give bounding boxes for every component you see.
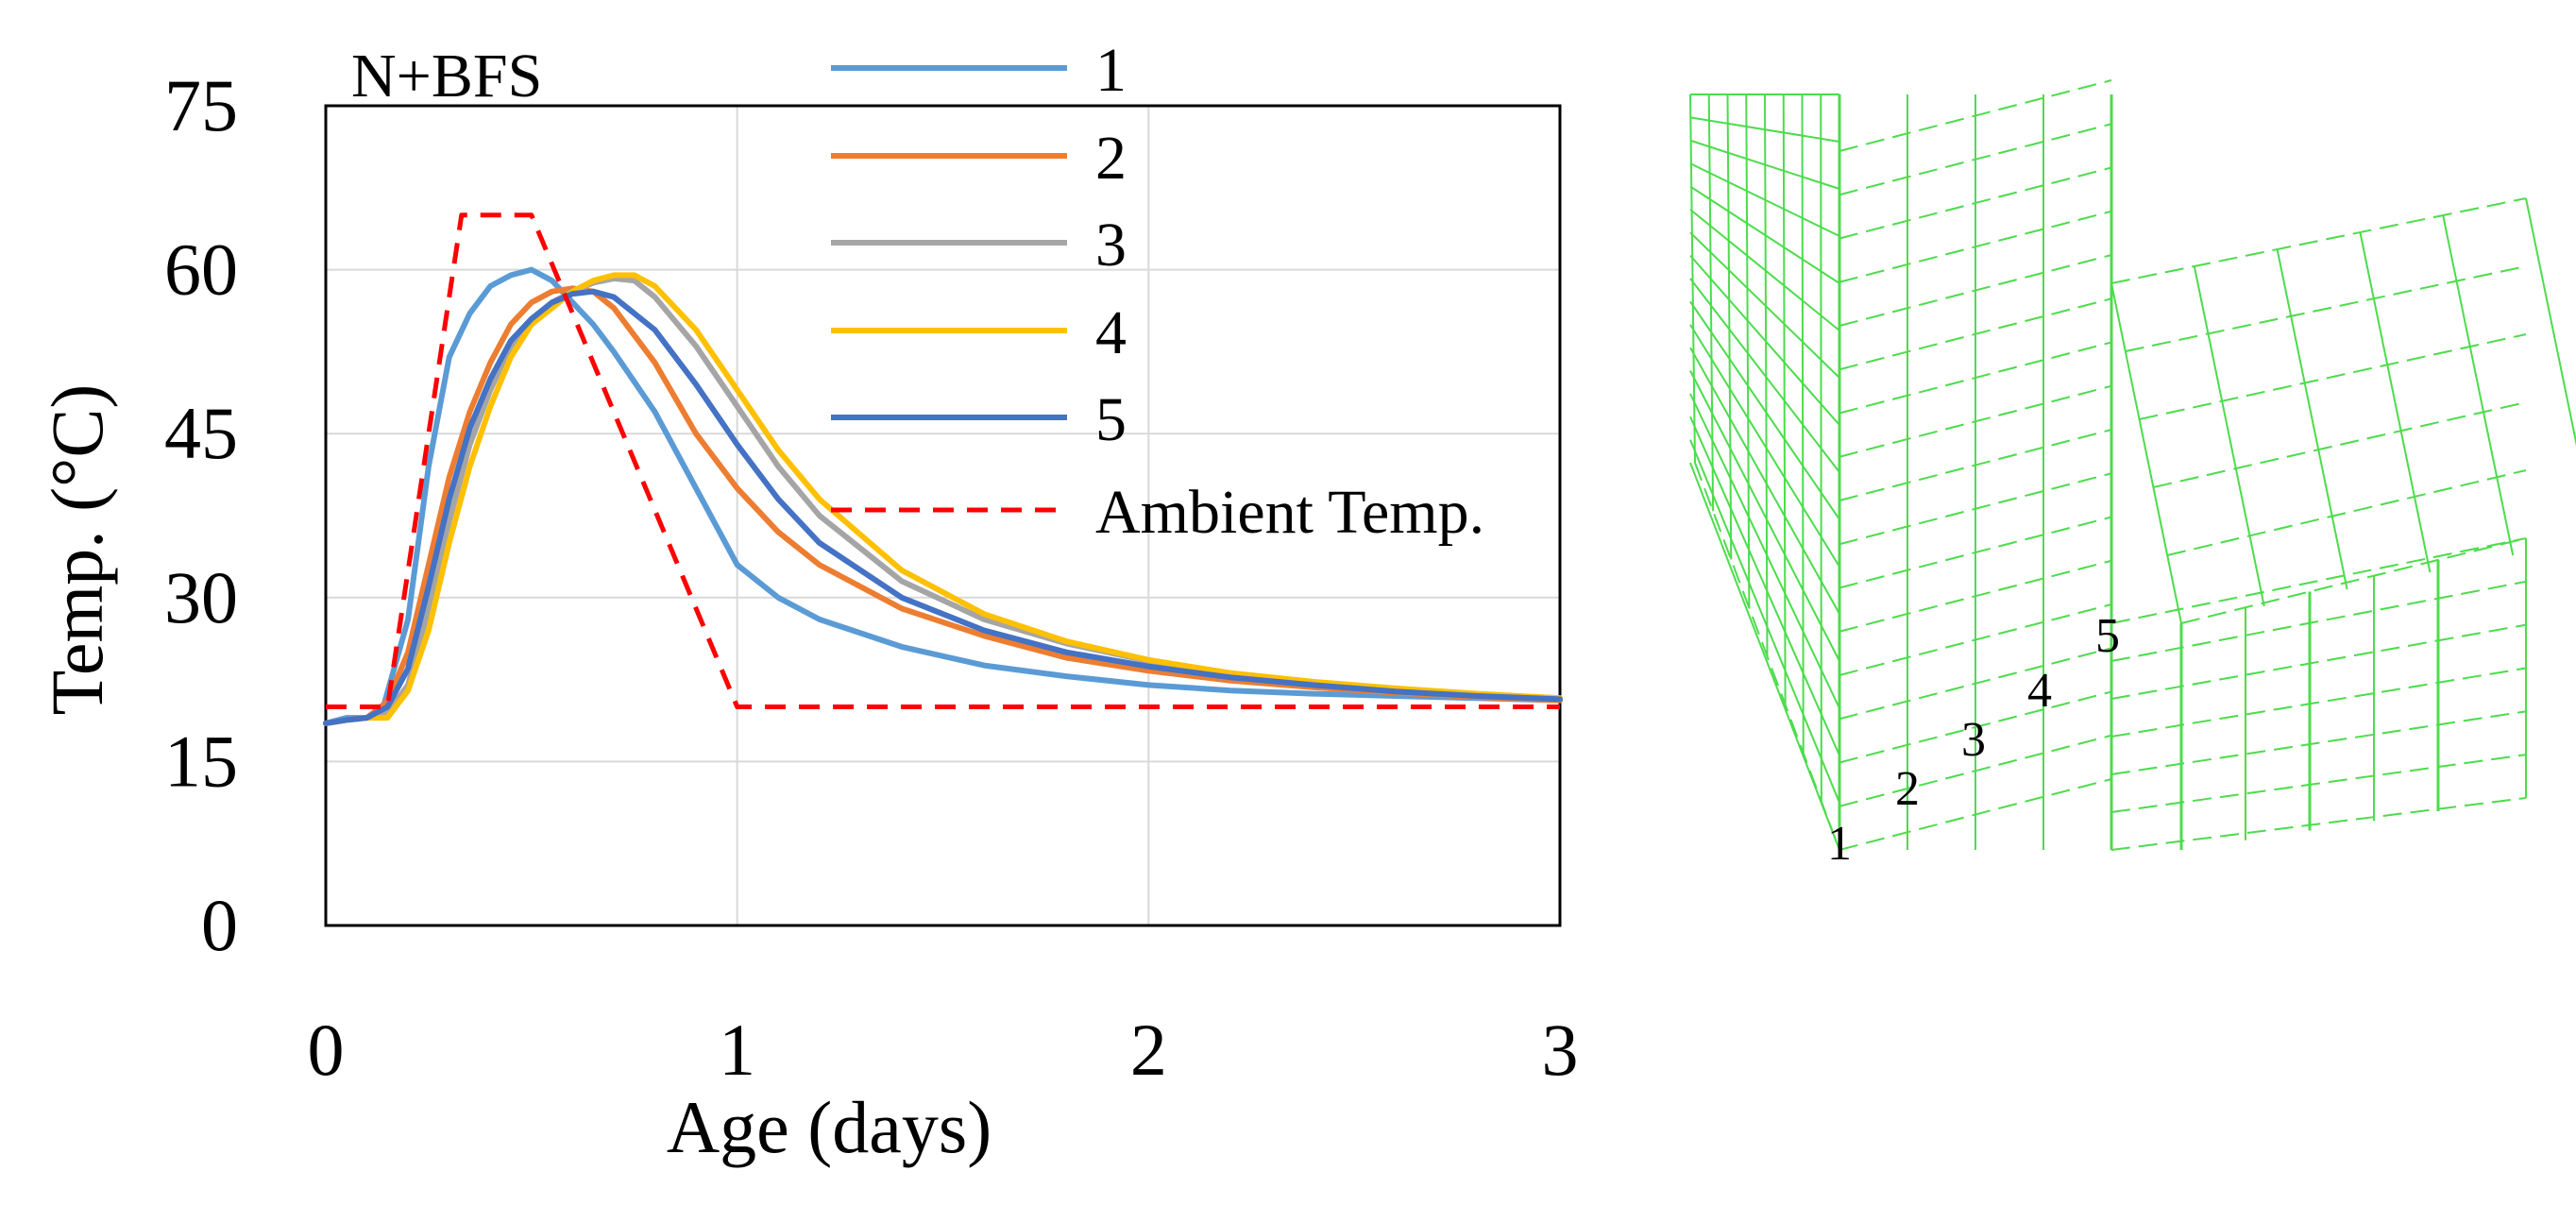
mesh-line-37 xyxy=(1839,297,2112,371)
mesh-line-60 xyxy=(2180,537,2527,624)
mesh-line-67 xyxy=(2110,537,2527,624)
mesh-line-71 xyxy=(2110,710,2527,775)
series-line-2 xyxy=(323,285,1563,726)
series-line-5 xyxy=(323,288,1563,726)
mesh-line-23 xyxy=(1689,416,1840,756)
y-tick-label-1: 15 xyxy=(164,720,238,802)
x-tick-label-3: 3 xyxy=(1542,1009,1579,1091)
mesh-node-label-2: 2 xyxy=(1895,762,1920,816)
mesh-line-46 xyxy=(1839,690,2112,764)
series-line-1 xyxy=(323,266,1563,726)
mesh-lines xyxy=(1689,79,2576,851)
mesh-line-36 xyxy=(1839,254,2112,327)
mesh-line-56 xyxy=(2125,265,2527,352)
mesh-line-54 xyxy=(2442,214,2515,556)
mesh-line-2 xyxy=(1726,93,1733,560)
x-tick-label-0: 0 xyxy=(308,1009,345,1091)
y-tick-label-4: 60 xyxy=(164,229,238,311)
mesh-line-13 xyxy=(1689,185,1840,284)
mesh-line-25 xyxy=(1689,462,1840,851)
mesh-line-50 xyxy=(2110,282,2182,624)
mesh-line-59 xyxy=(2166,469,2527,556)
mesh-line-17 xyxy=(1689,278,1840,473)
mesh-line-45 xyxy=(1839,647,2112,721)
mesh-line-33 xyxy=(1839,123,2112,196)
mesh-line-15 xyxy=(1689,231,1840,379)
mesh-line-41 xyxy=(1839,472,2112,546)
mesh-line-12 xyxy=(1689,162,1840,237)
legend-label-4: 4 xyxy=(1095,298,1127,367)
mesh-line-3 xyxy=(1745,93,1751,608)
y-axis-label: Temp. (°C) xyxy=(36,384,118,716)
mesh-line-58 xyxy=(2153,401,2527,488)
legend-label-6: Ambient Temp. xyxy=(1095,478,1484,547)
legend: 1 2 3 4 5 Ambient Temp. xyxy=(831,36,1484,547)
mesh-line-55 xyxy=(2525,197,2576,447)
mesh-line-73 xyxy=(2110,797,2527,851)
mesh-node-label-3: 3 xyxy=(1961,713,1986,767)
plot-frame xyxy=(324,104,1562,927)
mesh-line-16 xyxy=(1689,254,1840,426)
mesh-line-32 xyxy=(1839,79,2112,152)
mesh-line-14 xyxy=(1689,209,1840,331)
mesh-line-19 xyxy=(1689,324,1840,568)
mesh-line-57 xyxy=(2139,333,2527,420)
mesh-line-49 xyxy=(2110,197,2527,284)
mesh-line-52 xyxy=(2276,248,2348,590)
mesh-line-38 xyxy=(1839,341,2112,415)
x-tick-label-2: 2 xyxy=(1130,1009,1167,1091)
mesh-line-10 xyxy=(1689,116,1840,143)
mesh-line-34 xyxy=(1839,166,2112,240)
mesh-line-48 xyxy=(1839,778,2112,851)
mesh-line-51 xyxy=(2193,265,2265,607)
mesh-line-20 xyxy=(1689,347,1840,615)
mesh-node-label-1: 1 xyxy=(1827,817,1852,871)
x-axis-label: Age (days) xyxy=(667,1086,991,1168)
mesh-line-18 xyxy=(1689,300,1840,520)
x-tick-label-1: 1 xyxy=(719,1009,755,1091)
mesh-line-70 xyxy=(2110,667,2527,738)
y-tick-labels: 0 15 30 45 60 75 xyxy=(164,64,238,966)
mesh-line-68 xyxy=(2110,580,2527,662)
y-tick-label-3: 45 xyxy=(164,392,238,474)
y-tick-label-0: 0 xyxy=(201,884,238,966)
series-layer xyxy=(323,212,1563,726)
mesh-line-40 xyxy=(1839,429,2112,501)
legend-label-2: 2 xyxy=(1095,124,1127,193)
mesh-line-42 xyxy=(1839,516,2112,589)
mesh-line-43 xyxy=(1839,559,2112,633)
mesh-line-39 xyxy=(1839,384,2112,458)
mesh-line-26 xyxy=(1694,462,1840,851)
y-tick-label-5: 75 xyxy=(164,64,238,146)
series-line-6 xyxy=(326,212,1560,709)
mesh-line-35 xyxy=(1839,210,2112,283)
x-tick-labels: 0 1 2 3 xyxy=(308,1009,1579,1091)
legend-label-1: 1 xyxy=(1095,36,1127,105)
y-tick-label-2: 30 xyxy=(164,556,238,638)
legend-label-5: 5 xyxy=(1095,385,1127,454)
mesh-line-47 xyxy=(1839,734,2112,807)
mesh-node-label-4: 4 xyxy=(2027,664,2052,718)
mesh-line-44 xyxy=(1839,603,2112,676)
mesh-line-21 xyxy=(1689,370,1840,662)
legend-label-3: 3 xyxy=(1095,211,1127,280)
mesh-node-label-5: 5 xyxy=(2095,609,2120,663)
mesh-line-53 xyxy=(2359,231,2432,573)
mesh-line-72 xyxy=(2110,754,2527,813)
mesh-line-69 xyxy=(2110,623,2527,700)
mesh-line-22 xyxy=(1689,393,1840,709)
mesh-line-11 xyxy=(1689,139,1840,190)
series-line-4 xyxy=(323,272,1563,726)
chart-title: N+BFS xyxy=(351,42,542,110)
mesh-line-24 xyxy=(1689,439,1840,804)
